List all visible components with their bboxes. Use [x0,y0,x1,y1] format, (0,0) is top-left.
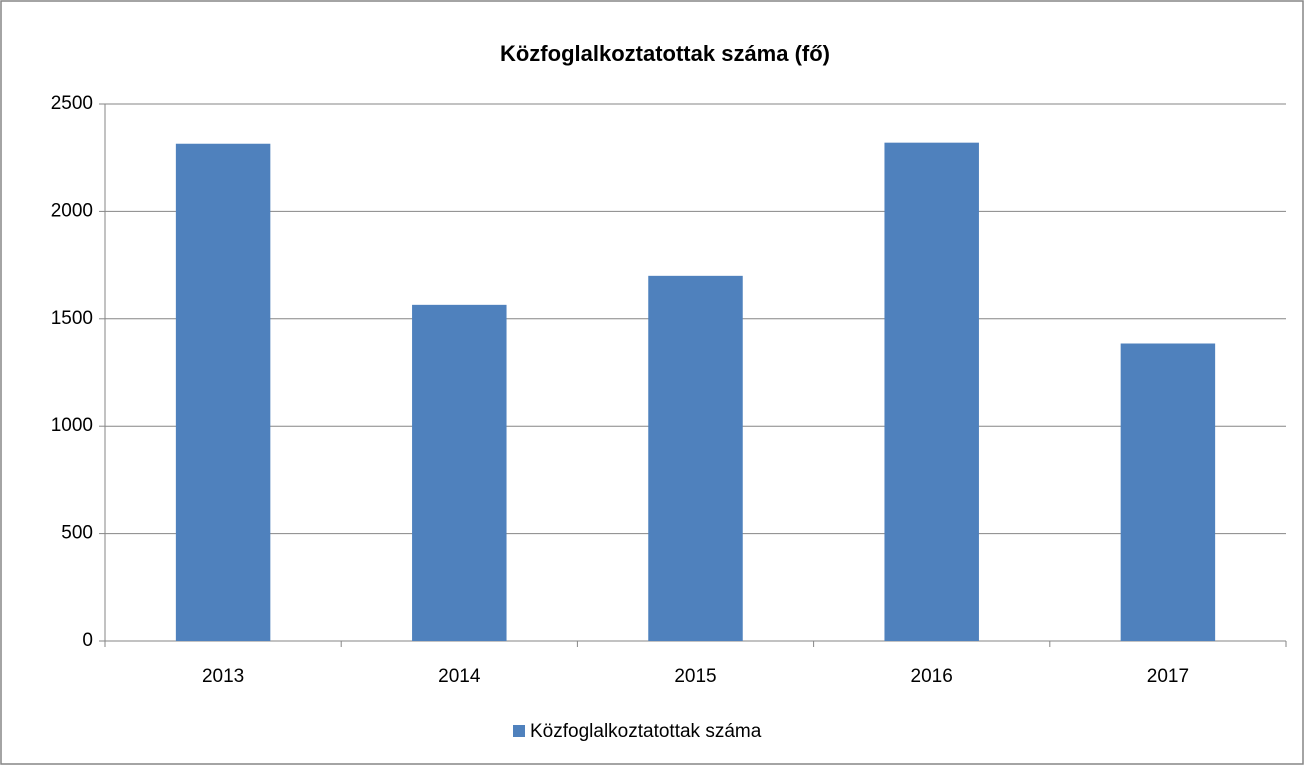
y-tick-label: 1000 [51,415,93,436]
x-tick-label: 2016 [911,666,953,687]
bar [884,142,979,641]
x-tick-label: 2013 [202,666,244,687]
bar [648,275,743,641]
y-tick-label: 0 [82,630,93,651]
x-tick-label: 2017 [1147,666,1189,687]
bar [412,304,507,641]
bar [1120,343,1216,641]
x-tick-label: 2014 [438,666,481,687]
y-tick-label: 1500 [51,308,93,329]
y-tick-label: 2500 [51,93,93,114]
y-tick-label: 500 [61,523,93,544]
x-tick-label: 2015 [674,666,716,687]
y-tick-label: 2000 [51,200,93,221]
legend-swatch [513,725,525,737]
legend-label: Közfoglalkoztatottak száma [530,721,762,742]
bar [175,143,271,641]
chart-title: Közfoglalkoztatottak száma (fő) [500,41,830,66]
